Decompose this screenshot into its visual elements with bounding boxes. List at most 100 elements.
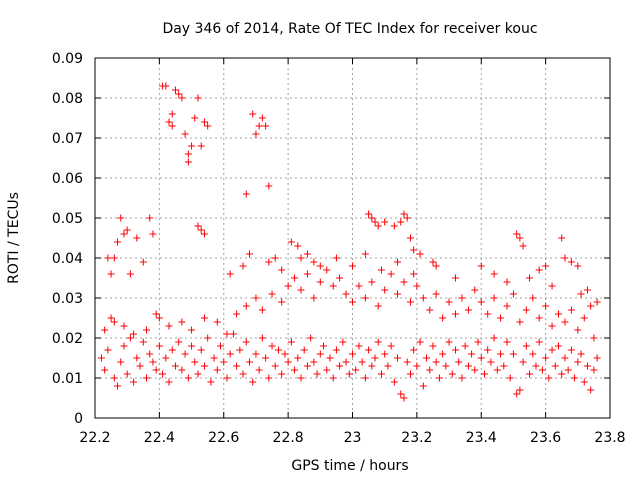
data-point [452, 310, 459, 318]
data-point [165, 322, 173, 330]
data-point [490, 294, 498, 302]
data-point [252, 130, 260, 138]
data-point [104, 254, 112, 262]
data-point [519, 358, 527, 366]
data-point [278, 370, 286, 378]
data-point [200, 362, 208, 370]
data-point [171, 362, 179, 370]
data-point [587, 302, 595, 310]
data-point [583, 286, 591, 294]
data-point [484, 346, 492, 354]
data-point [258, 334, 266, 342]
data-point [503, 302, 511, 310]
data-point [107, 314, 115, 322]
data-point [252, 350, 260, 358]
data-point [400, 210, 408, 218]
data-point [368, 278, 376, 286]
data-point [294, 354, 302, 362]
data-point [310, 358, 318, 366]
data-point [387, 342, 395, 350]
data-point [197, 346, 205, 354]
data-point [130, 378, 138, 386]
data-point [329, 282, 337, 290]
data-point [339, 338, 347, 346]
data-point [246, 250, 253, 258]
data-point [274, 346, 282, 354]
data-point [513, 390, 521, 398]
y-tick-label: 0.05 [52, 211, 83, 227]
data-point [477, 354, 485, 362]
data-point [249, 378, 257, 386]
data-point [175, 338, 183, 346]
data-point [435, 374, 443, 382]
data-point [146, 350, 154, 358]
y-tick-label: 0.01 [52, 371, 83, 387]
data-point [532, 362, 540, 370]
data-point [397, 218, 405, 226]
data-point [416, 250, 424, 258]
data-point [200, 230, 208, 238]
data-point [361, 250, 369, 258]
data-point [217, 342, 225, 350]
data-point [374, 302, 382, 310]
data-point [397, 390, 405, 398]
data-point [452, 274, 459, 282]
data-point [149, 358, 157, 366]
data-point [297, 254, 305, 262]
data-point [191, 358, 199, 366]
data-point [313, 370, 321, 378]
data-point [188, 342, 196, 350]
data-point [332, 254, 340, 262]
data-point [165, 378, 173, 386]
data-point [155, 314, 163, 322]
data-point [390, 222, 398, 230]
data-point [188, 326, 196, 334]
data-point [104, 346, 112, 354]
data-point [448, 370, 456, 378]
data-point [400, 394, 408, 402]
data-point [474, 338, 482, 346]
data-point [516, 386, 524, 394]
data-point [445, 298, 453, 306]
data-point [374, 222, 382, 230]
data-point [143, 326, 150, 334]
data-point [200, 314, 208, 322]
data-point [136, 362, 144, 370]
data-point [252, 294, 260, 302]
data-point [406, 298, 414, 306]
data-point [580, 378, 588, 386]
data-point [320, 342, 328, 350]
data-point [165, 118, 173, 126]
data-point [300, 346, 308, 354]
data-point [181, 350, 189, 358]
x-tick-label: 22.2 [79, 430, 110, 446]
data-point [223, 374, 231, 382]
data-point [303, 270, 311, 278]
x-tick-label: 23.4 [466, 430, 497, 446]
x-tick-label: 23.6 [530, 430, 561, 446]
data-point [258, 114, 266, 122]
data-point [403, 358, 411, 366]
data-point [561, 318, 569, 326]
data-point [178, 366, 186, 374]
data-point [361, 374, 369, 382]
data-point [480, 370, 488, 378]
data-point [178, 318, 186, 326]
data-point [349, 298, 356, 306]
y-axis-ticks: 0 0.01 0.02 0.03 0.04 0.05 0.06 0.07 0.08 0.09 [52, 51, 610, 427]
data-point [200, 118, 208, 126]
data-point [97, 354, 105, 362]
data-point [287, 238, 295, 246]
data-point [239, 262, 247, 270]
data-point [574, 262, 582, 270]
data-point [291, 366, 299, 374]
data-point [297, 374, 305, 382]
data-point [580, 314, 588, 322]
data-point [332, 346, 340, 354]
data-point [310, 258, 318, 266]
data-point [326, 354, 334, 362]
data-point [213, 366, 221, 374]
data-point [538, 366, 546, 374]
x-tick-label: 23.8 [594, 430, 625, 446]
data-point [403, 214, 411, 222]
